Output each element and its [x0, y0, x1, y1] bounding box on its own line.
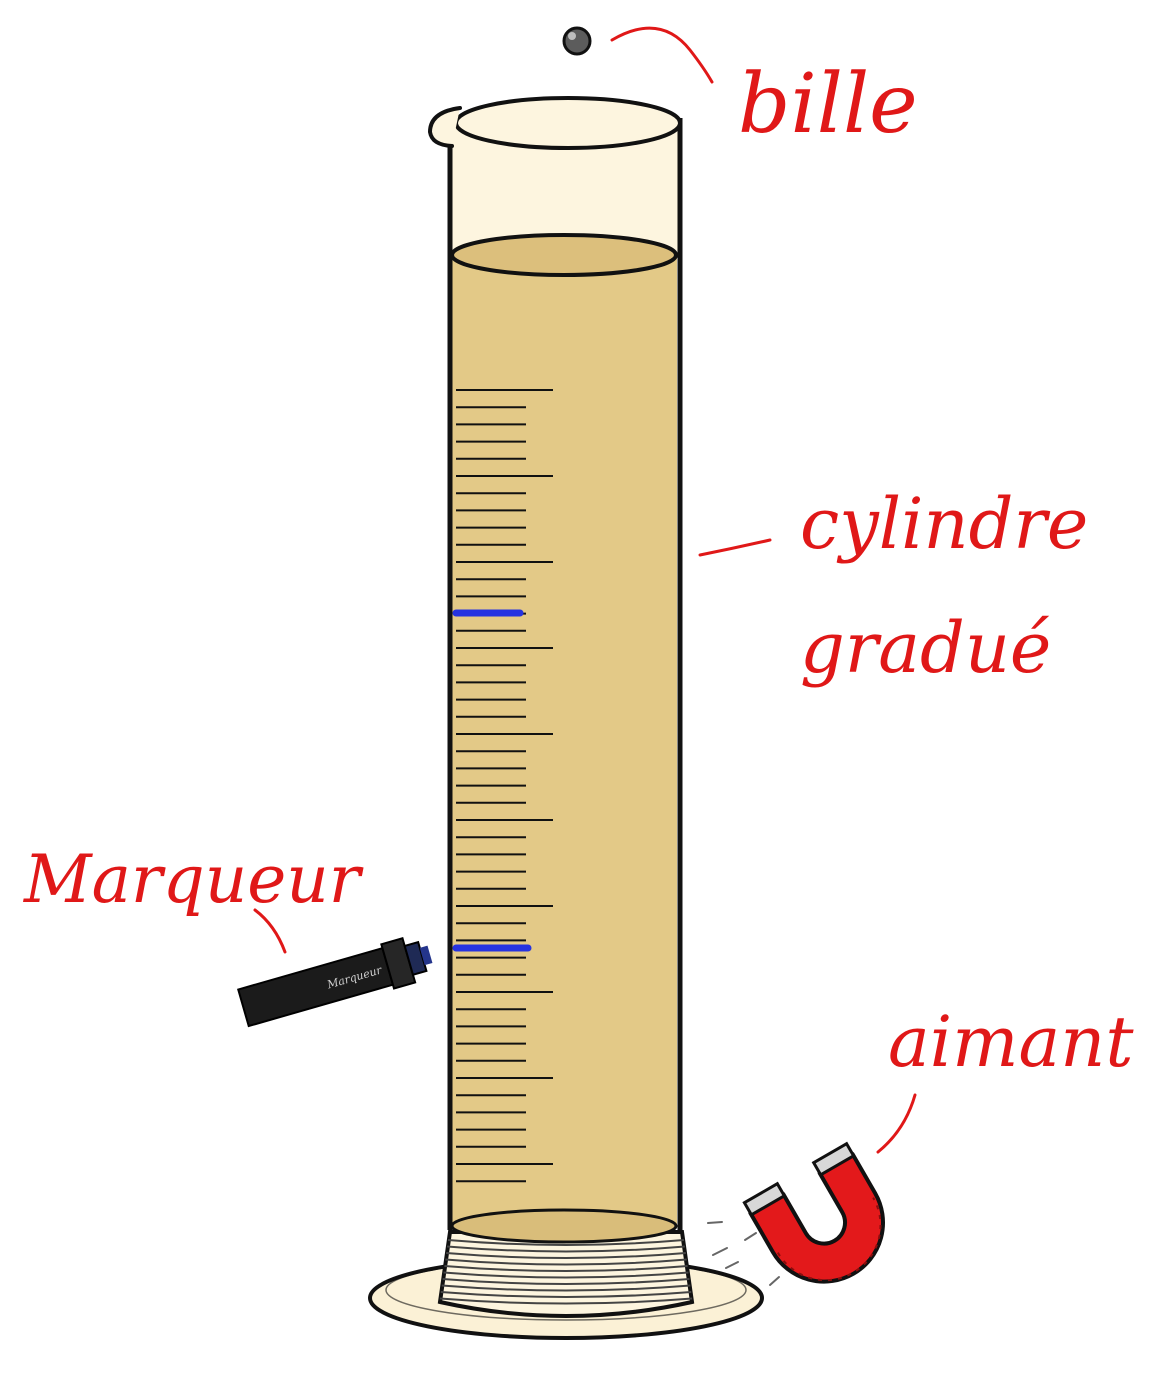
collar-ring: [445, 1258, 687, 1266]
liquid-surface: [450, 233, 678, 277]
magnet-leader-line: [876, 1093, 917, 1154]
graduation-marks: [456, 389, 553, 1183]
label-ball: bille: [738, 57, 918, 152]
collar-ring: [446, 1252, 686, 1259]
collar-ring: [440, 1291, 692, 1298]
collar-ring: [439, 1297, 693, 1305]
cylinder-spout: [427, 106, 462, 148]
collar-ring: [444, 1265, 688, 1272]
ball-icon: [562, 26, 592, 56]
label-cylinder-line2: gradué: [800, 607, 1051, 689]
collar-ring: [447, 1239, 685, 1246]
label-magnet: aimant: [888, 1001, 1134, 1083]
marker-pen-icon: Marqueur: [237, 937, 433, 1028]
liquid: [452, 255, 677, 1225]
collar-ring: [442, 1278, 690, 1285]
magnetic-field-lines: [707, 1221, 780, 1286]
collar-ring: [443, 1271, 689, 1279]
cylinder-leader-line: [698, 538, 772, 557]
cylinder-base: [368, 1230, 764, 1340]
ball-leader-line: [610, 26, 714, 84]
collar-ring: [441, 1284, 691, 1292]
label-marker: Marqueur: [23, 841, 364, 918]
collar-ring: [447, 1245, 685, 1253]
graduated-cylinder: [427, 96, 683, 1244]
horseshoe-magnet-icon: [742, 1141, 885, 1284]
label-cylinder-line1: cylindre: [800, 483, 1088, 565]
cylinder-rim: [454, 96, 682, 150]
marker-leader-line: [253, 908, 287, 954]
